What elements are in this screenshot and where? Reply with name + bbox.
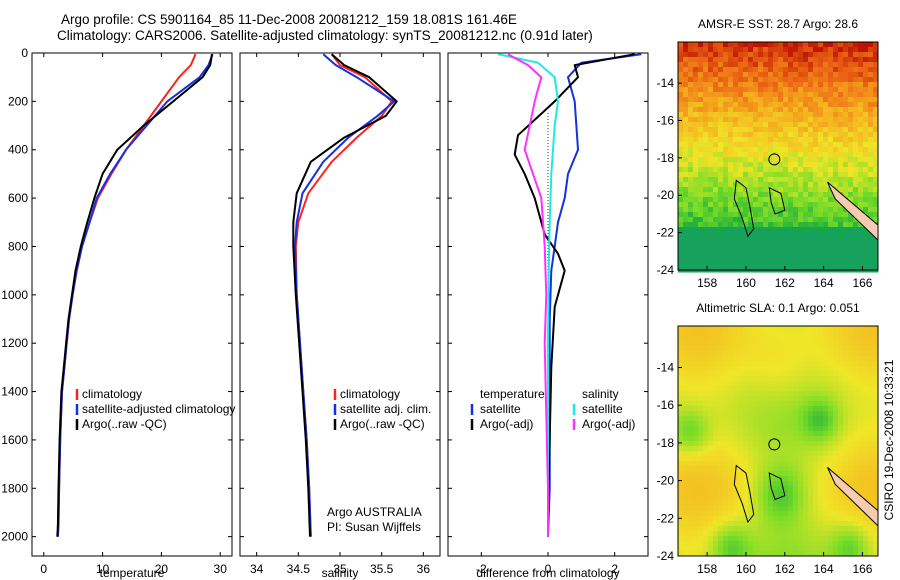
x-tick-label: 164: [814, 562, 834, 576]
map-panel-2: Altimetric SLA: 0.1 Argo: 0.051 158 160 162…: [657, 301, 879, 576]
x-tick-label: 0: [40, 562, 47, 576]
annotation-text: PI: Susan Wijffels: [327, 520, 421, 534]
y-tick-label: 800: [8, 239, 28, 253]
x-tick-label: 34.5: [287, 562, 311, 576]
y-tick-label: 400: [8, 143, 28, 157]
y-tick-label: -24: [657, 263, 675, 277]
y-tick-label: 1800: [1, 481, 28, 495]
y-tick-label: -16: [657, 113, 675, 127]
x-tick-label: 0: [545, 562, 552, 576]
map-frame: [677, 41, 879, 271]
map-panel-1: AMSR-E SST: 28.7 Argo: 28.6 158 160 162 164 1…: [657, 17, 879, 290]
x-tick-label: 20: [155, 562, 169, 576]
x-tick-label: 35.5: [370, 562, 394, 576]
y-tick-label: -22: [657, 511, 675, 525]
x-tick-label: 35: [333, 562, 347, 576]
header: Argo profile: CS 5901164_85 11-Dec-2008 …: [0, 0, 660, 46]
profile-panel-2: 34 34.5 35 35.5 36 salinity climatologysatelli…: [239, 52, 441, 580]
legend-label: climatology: [82, 387, 142, 401]
y-tick-label: -20: [657, 188, 675, 202]
legend-label: satellite: [582, 402, 623, 416]
y-tick-label: 1000: [1, 288, 28, 302]
page-subtitle: Climatology: CARS2006. Satellite-adjuste…: [57, 28, 593, 43]
x-tick-label: -2: [476, 562, 487, 576]
x-tick-label: 160: [736, 562, 756, 576]
map-frame: [677, 325, 879, 557]
legend-label: salinity: [582, 387, 619, 401]
y-tick-label: 200: [8, 94, 28, 108]
legend-label: Argo(-adj): [582, 417, 635, 431]
y-tick-label: 0: [21, 46, 28, 60]
legend-label: Argo(-adj): [480, 417, 533, 431]
reef-outline: [733, 464, 755, 524]
y-tick-label: 1400: [1, 385, 28, 399]
y-tick-label: -22: [657, 226, 675, 240]
x-tick-label: 166: [852, 276, 872, 290]
y-tick-label: 1200: [1, 336, 28, 350]
reef-outline: [733, 179, 755, 238]
series-line-3: [497, 53, 559, 537]
profile-panel-1: 0 10 20 30 0 200 400 600 800 1000 1200 1400 1600 1800…: [1, 46, 235, 580]
legend-label: climatology: [340, 387, 400, 401]
x-tick-label: 30: [214, 562, 228, 576]
y-tick-label: 1600: [1, 433, 28, 447]
map-field: [678, 42, 879, 273]
x-tick-label: 158: [697, 276, 717, 290]
x-axis-label: temperature: [100, 566, 165, 580]
y-tick-label: 600: [8, 191, 28, 205]
map-title: AMSR-E SST: 28.7 Argo: 28.6: [698, 17, 858, 31]
series-line-3: [292, 53, 398, 537]
y-tick-label: -18: [657, 151, 675, 165]
x-axis-label: salinity: [322, 566, 359, 580]
y-tick-label: -20: [657, 474, 675, 488]
legend-label: satellite-adjusted climatology: [82, 402, 235, 416]
legend-label: Argo(..raw -QC): [340, 417, 425, 431]
x-tick-label: 162: [775, 276, 795, 290]
float-position-marker: [768, 153, 781, 166]
reef-outline: [768, 186, 786, 215]
plot-frame: [239, 52, 441, 557]
y-tick-label: -14: [657, 360, 675, 374]
x-tick-label: 160: [736, 276, 756, 290]
x-tick-label: 166: [852, 562, 872, 576]
map-title: Altimetric SLA: 0.1 Argo: 0.051: [696, 301, 860, 315]
y-tick-label: -16: [657, 398, 675, 412]
float-position-marker: [768, 438, 781, 451]
annotation-text: Argo AUSTRALIA: [327, 505, 422, 519]
map-field: [678, 326, 879, 557]
page-title: Argo profile: CS 5901164_85 11-Dec-2008 …: [61, 12, 517, 27]
legend-label: Argo(..raw -QC): [82, 417, 167, 431]
legend-label: temperature: [480, 387, 545, 401]
x-tick-label: 36: [417, 562, 431, 576]
credit-text: CSIRO 19-Dec-2008 10:33:21: [882, 359, 896, 520]
legend-label: satellite adj. clim.: [340, 402, 431, 416]
x-tick-label: 34: [250, 562, 264, 576]
x-tick-label: 158: [697, 562, 717, 576]
y-tick-label: 2000: [1, 530, 28, 544]
y-tick-label: -18: [657, 436, 675, 450]
y-tick-label: -14: [657, 76, 675, 90]
x-tick-label: 162: [775, 562, 795, 576]
x-tick-label: 10: [96, 562, 110, 576]
plot-frame: [31, 52, 233, 557]
y-tick-label: -24: [657, 549, 675, 563]
x-tick-label: 2: [611, 562, 618, 576]
reef-outline: [768, 472, 786, 501]
series-line-2: [513, 53, 635, 537]
x-axis-label: difference from climatology: [476, 566, 619, 580]
series-line-3: [56, 54, 213, 537]
x-tick-label: 164: [814, 276, 834, 290]
series-line-4: [507, 53, 549, 537]
legend-label: satellite: [480, 402, 521, 416]
